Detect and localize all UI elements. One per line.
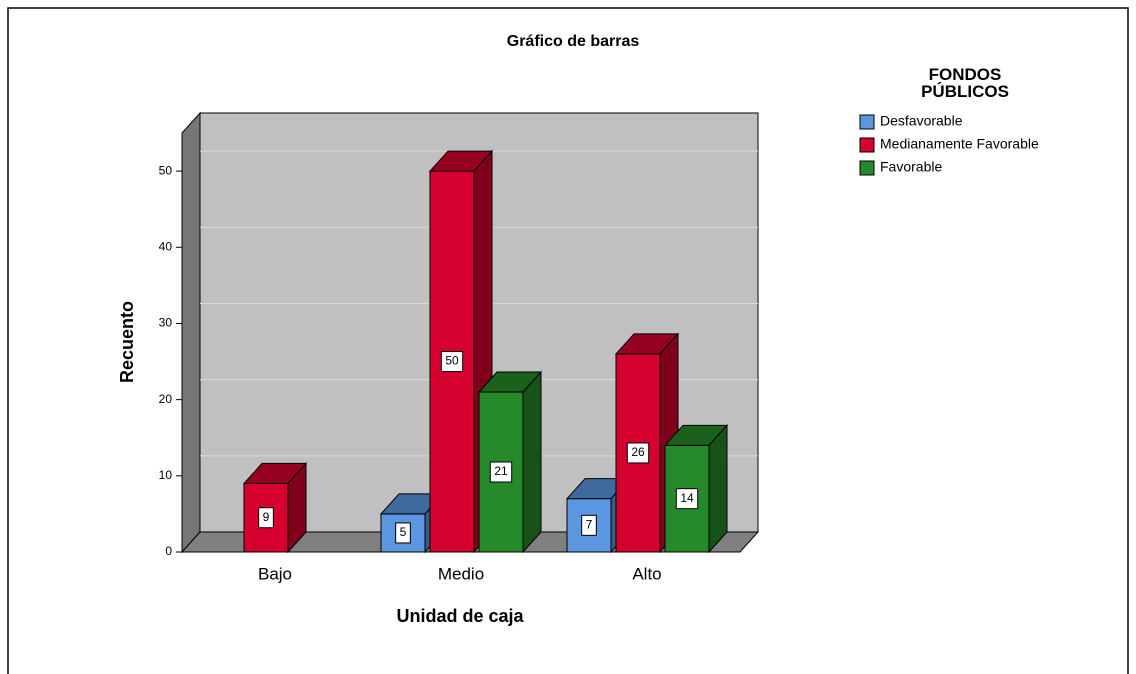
legend-swatch [859,114,875,130]
value-label: 7 [586,518,593,532]
bar-side [522,370,542,554]
y-tick-label: 40 [159,239,173,253]
value-label-box [395,522,411,544]
y-tick-label: 50 [159,163,173,177]
legend-label: Medianamente Favorable [880,136,1039,152]
frame [7,7,1129,674]
left-wall [181,111,201,554]
x-tick-label: Bajo [258,564,292,583]
y-axis-title: Recuento [117,301,137,383]
bar-side [708,424,728,554]
value-label: 5 [400,525,407,539]
value-label: 21 [494,464,508,478]
x-axis-title: Unidad de caja [396,606,524,626]
value-label-box [626,442,650,464]
chart-title: Gráfico de barras [507,33,640,50]
y-tick-label: 30 [159,316,173,330]
x-tick-label: Medio [438,564,484,583]
value-label: 14 [680,491,694,505]
value-label: 50 [445,354,459,368]
x-tick-label: Alto [632,564,661,583]
value-label-box [489,461,513,483]
value-label: 26 [631,445,645,459]
bar-side [287,462,307,554]
legend-swatch [859,160,875,176]
value-label-box [258,507,274,529]
legend-label: Desfavorable [880,113,963,129]
y-tick-label: 10 [159,468,173,482]
legend-swatch [859,137,875,153]
y-tick-label: 0 [165,544,172,558]
value-label-box [440,351,464,373]
value-label: 9 [263,510,270,524]
legend-label: Favorable [880,159,942,175]
legend-title: FONDOS PÚBLICOS [921,65,1009,101]
y-tick-label: 20 [159,392,173,406]
value-label-box [581,514,597,536]
value-label-box [675,488,699,510]
